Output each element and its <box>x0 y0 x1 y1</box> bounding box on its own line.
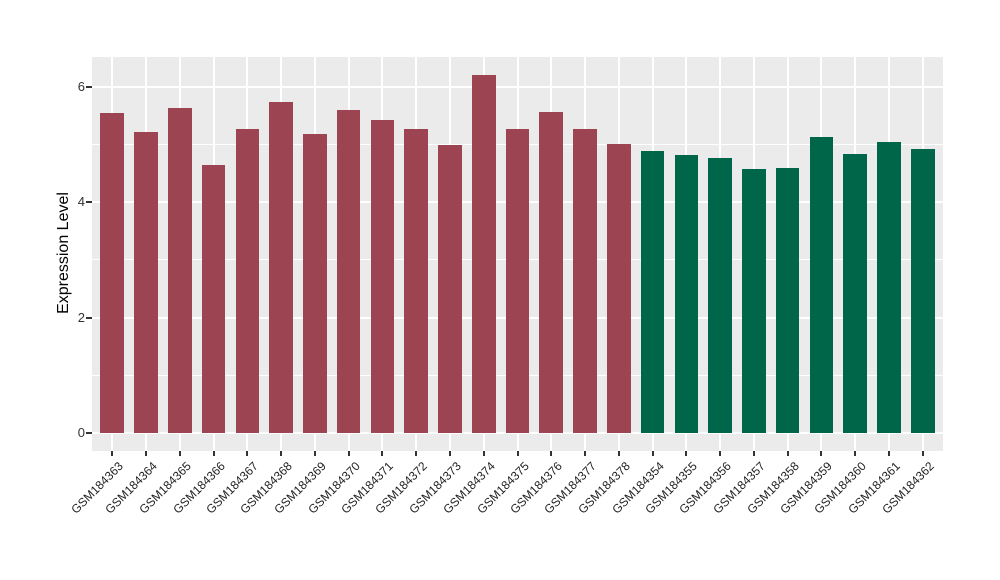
y-axis-title: Expression Level <box>55 192 72 314</box>
x-tick-mark <box>448 451 451 456</box>
x-tick-mark <box>516 451 519 456</box>
y-tick-label: 2 <box>77 309 85 325</box>
bar <box>708 158 732 433</box>
y-tick-mark <box>86 316 92 319</box>
y-tick-label: 4 <box>77 194 85 210</box>
y-tick-label: 0 <box>77 425 85 440</box>
bar <box>674 155 699 433</box>
bar <box>607 143 631 433</box>
x-tick-mark <box>212 451 215 456</box>
x-tick-mark <box>145 451 148 456</box>
y-tick-mark <box>86 85 92 88</box>
x-tick-mark <box>719 451 722 456</box>
y-tick-label: 6 <box>77 78 85 94</box>
x-tick-mark <box>685 451 688 456</box>
x-tick-mark <box>617 451 620 456</box>
bar <box>742 168 766 433</box>
bar <box>775 167 800 433</box>
bar <box>269 101 293 433</box>
x-tick-mark <box>313 451 316 456</box>
x-tick-mark <box>584 451 587 456</box>
x-tick-mark <box>347 451 350 456</box>
bar <box>809 136 834 433</box>
x-tick-mark <box>550 451 553 456</box>
y-tick-mark <box>86 432 92 434</box>
bar <box>843 153 867 433</box>
x-tick-mark <box>246 451 249 456</box>
bar <box>336 110 361 433</box>
bar <box>438 145 462 433</box>
x-tick-mark <box>854 451 857 456</box>
x-tick-mark <box>381 451 384 456</box>
plot-panel <box>92 57 943 451</box>
bar <box>539 112 564 433</box>
bar <box>404 128 428 433</box>
x-tick-mark <box>280 451 283 456</box>
bar <box>168 107 192 433</box>
x-tick-mark <box>820 451 823 456</box>
x-tick-mark <box>651 451 654 456</box>
x-tick-mark <box>482 451 485 456</box>
x-tick-mark <box>921 451 924 456</box>
bar <box>303 133 327 433</box>
bar <box>134 131 158 433</box>
bar <box>573 129 597 433</box>
x-tick-mark <box>887 451 890 456</box>
y-tick-mark <box>86 201 92 204</box>
x-tick-mark <box>111 451 114 456</box>
x-tick-mark <box>178 451 181 456</box>
x-tick-mark <box>752 451 755 456</box>
bar <box>100 112 125 433</box>
bar <box>471 74 496 433</box>
bar <box>640 150 665 433</box>
bar <box>370 119 395 433</box>
bar <box>235 128 260 433</box>
x-tick-mark <box>786 451 789 456</box>
bar <box>505 128 530 433</box>
x-tick-mark <box>415 451 418 456</box>
bar <box>877 142 901 433</box>
bar <box>910 148 935 433</box>
bar <box>201 165 226 433</box>
